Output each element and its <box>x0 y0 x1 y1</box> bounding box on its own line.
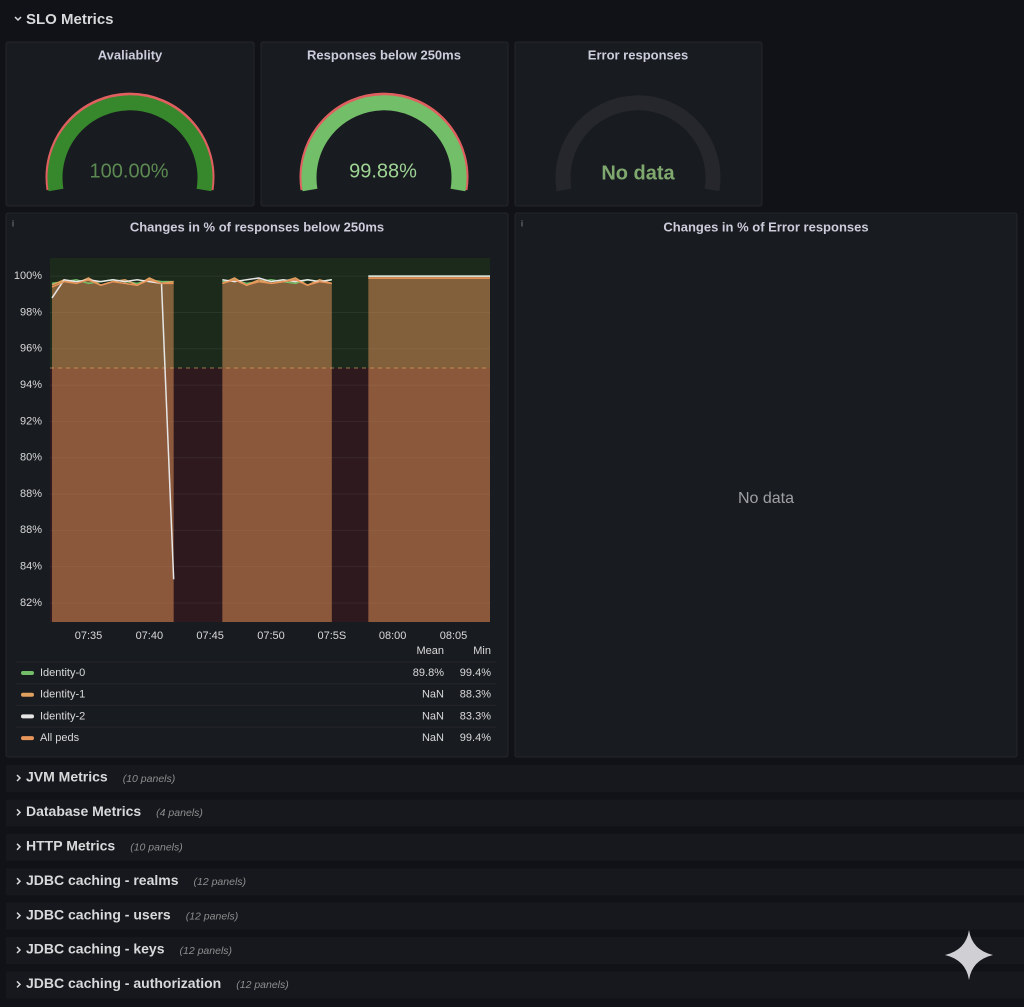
row-bar[interactable] <box>6 902 1024 930</box>
chart-title: Changes in % of responses below 250ms <box>130 219 384 234</box>
gauge-value: No data <box>601 162 675 184</box>
row-title[interactable]: JVM Metrics <box>26 769 108 785</box>
plot: 100% 98% 96% 94% 92% 80% 88% 88% 84% 82% 07:35 07:4… <box>14 270 496 744</box>
series-line <box>222 278 332 287</box>
y-tick-label: 94% <box>20 379 42 391</box>
expand-icon[interactable] <box>16 946 22 954</box>
legend-header: Mean <box>416 645 444 657</box>
gauge-panel: Error responses No data <box>514 41 763 207</box>
x-tick-label: 07:5S <box>317 630 346 642</box>
y-tick-label: 92% <box>20 415 42 427</box>
series-line <box>51 278 174 288</box>
y-tick-label: 80% <box>20 452 42 464</box>
no-data: No data <box>738 490 794 507</box>
legend-name[interactable]: Identity-1 <box>40 689 85 701</box>
row-count: (12 panels) <box>180 945 233 957</box>
row-count: (10 panels) <box>130 842 183 854</box>
expand-icon[interactable] <box>16 843 22 851</box>
legend-min: 83.3% <box>460 710 491 722</box>
x-tick-label: 07:50 <box>257 630 285 642</box>
gauge-panel: Avaliablity 100.00% <box>5 41 255 207</box>
row-bar[interactable] <box>6 971 1024 999</box>
row-bar[interactable] <box>6 833 1024 861</box>
legend-swatch <box>21 736 34 741</box>
legend-min: 88.3% <box>460 689 491 701</box>
gauge-threshold <box>45 92 215 191</box>
y-tick-label: 82% <box>20 597 42 609</box>
y-tick-label: 96% <box>20 343 42 355</box>
row-title[interactable]: JDBC caching - authorization <box>26 975 221 991</box>
area <box>368 277 490 622</box>
row-count: (4 panels) <box>156 807 203 819</box>
x-tick-label: 07:45 <box>196 630 224 642</box>
legend-min: 99.4% <box>460 732 491 744</box>
legend-mean: NaN <box>422 689 444 701</box>
row-count: (10 panels) <box>123 773 176 785</box>
gauge-title: Error responses <box>588 47 688 62</box>
row-bar[interactable] <box>6 937 1024 964</box>
info-icon[interactable]: i <box>12 218 14 228</box>
row-bar[interactable] <box>6 868 1024 896</box>
row-bar[interactable] <box>6 765 1024 792</box>
area <box>222 279 332 622</box>
row-title[interactable]: JDBC caching - keys <box>26 941 165 957</box>
legend-mean: NaN <box>422 732 444 744</box>
panel <box>514 41 763 207</box>
collapse-icon[interactable] <box>14 16 22 22</box>
row-count: (12 panels) <box>186 910 239 922</box>
legend-swatch <box>21 714 34 719</box>
series-line <box>222 277 332 283</box>
x-tick-label: 08:05 <box>440 630 468 642</box>
row-title[interactable]: HTTP Metrics <box>26 838 115 854</box>
gauge-value: 100.00% <box>90 160 169 182</box>
y-tick-label: 88% <box>20 488 42 500</box>
row-title[interactable]: JDBC caching - users <box>26 906 171 922</box>
expand-icon[interactable] <box>16 980 22 988</box>
row-count: (12 panels) <box>236 979 289 991</box>
y-tick-label: 98% <box>20 306 42 318</box>
gauge-threshold <box>299 92 469 191</box>
row-title[interactable]: JDBC caching - realms <box>26 872 179 888</box>
expand-icon[interactable] <box>16 774 22 782</box>
y-tick-label: 84% <box>20 561 42 573</box>
expand-icon[interactable] <box>16 808 22 816</box>
legend-min: 99.4% <box>460 667 491 679</box>
legend-name[interactable]: Identity-0 <box>40 667 85 679</box>
row-count: (12 panels) <box>194 876 247 888</box>
legend-name[interactable]: All peds <box>40 732 80 744</box>
gauge-title: Responses below 250ms <box>307 47 461 62</box>
expand-icon[interactable] <box>16 877 22 885</box>
info-icon[interactable]: i <box>521 218 523 228</box>
legend-swatch <box>21 671 34 675</box>
panel <box>260 41 509 207</box>
legend-swatch <box>21 692 34 697</box>
legend-name[interactable]: Identity-2 <box>40 710 85 722</box>
row-bar[interactable] <box>6 799 1024 827</box>
y-tick-label: 88% <box>20 524 42 536</box>
y-tick-label: 100% <box>14 270 42 282</box>
row-title[interactable]: Database Metrics <box>26 803 141 819</box>
area <box>52 279 174 622</box>
expand-icon[interactable] <box>16 912 22 920</box>
panel-title: Changes in % of Error responses <box>663 219 868 234</box>
legend-mean: 89.8% <box>413 667 444 679</box>
legend-header: Min <box>473 645 491 657</box>
legend-mean: NaN <box>422 710 444 722</box>
gauge-arc <box>47 95 213 192</box>
series-line <box>51 278 175 580</box>
x-tick-label: 07:35 <box>75 630 103 642</box>
row-list: JVM Metrics (10 panels) Database Metrics (4… <box>6 765 1024 999</box>
x-tick-label: 07:40 <box>136 630 164 642</box>
gauge-arc <box>555 95 721 192</box>
assistant-icon[interactable] <box>945 930 993 980</box>
gauge-value: 99.88% <box>349 160 417 182</box>
panel <box>5 41 255 207</box>
error-panel <box>514 212 1018 758</box>
section-title[interactable]: SLO Metrics <box>26 11 114 28</box>
gauge-title: Avaliablity <box>98 47 163 62</box>
gauge-panel: Responses below 250ms 99.88% <box>260 41 509 207</box>
x-tick-label: 08:00 <box>379 630 407 642</box>
gauge-arc <box>301 95 467 192</box>
